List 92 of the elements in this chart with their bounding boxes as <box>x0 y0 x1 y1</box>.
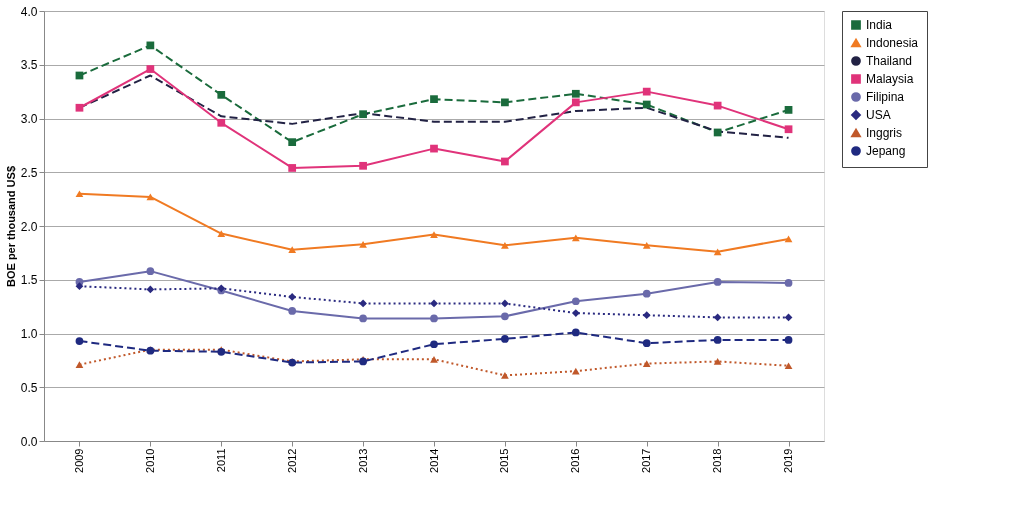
point <box>571 234 580 242</box>
point <box>642 100 651 109</box>
point <box>501 372 509 379</box>
x-tick-label: 2016 <box>569 448 582 473</box>
point <box>713 336 722 344</box>
point <box>784 125 793 134</box>
point <box>501 98 509 107</box>
point <box>713 313 722 322</box>
y-tick-label: 3.5 <box>20 58 38 73</box>
x-tick-label: 2018 <box>711 448 724 473</box>
y-tick-label: 2.0 <box>20 219 38 234</box>
point <box>642 242 651 249</box>
point <box>217 90 226 99</box>
x-tick-label: 2014 <box>427 448 440 473</box>
point <box>784 362 793 370</box>
point <box>713 248 722 256</box>
point <box>784 279 793 287</box>
point <box>146 65 155 73</box>
y-tick-label: 0.5 <box>20 380 38 395</box>
x-tick-label: 2019 <box>782 448 795 473</box>
y-tick-label: 1.0 <box>20 327 38 341</box>
point <box>146 41 155 50</box>
y-tick-label: 4.0 <box>20 4 38 19</box>
point <box>359 299 367 308</box>
x-tick-label: 2011 <box>214 448 227 473</box>
x-tick-label: 2015 <box>498 448 511 473</box>
point <box>713 101 722 110</box>
x-tick-label: 2010 <box>143 448 156 473</box>
point <box>217 230 226 237</box>
point <box>430 299 438 308</box>
point <box>571 89 580 98</box>
point <box>642 289 651 298</box>
point <box>217 118 226 127</box>
point <box>501 157 509 166</box>
x-tick-label: 2012 <box>285 448 298 473</box>
point <box>75 361 84 369</box>
point <box>571 297 580 306</box>
y-tick-label: 1.5 <box>20 273 38 288</box>
point <box>430 340 438 349</box>
point <box>359 314 367 323</box>
point <box>784 235 793 243</box>
point <box>75 282 84 291</box>
point <box>784 336 793 344</box>
point <box>359 240 367 248</box>
point <box>784 106 793 114</box>
point <box>75 103 84 112</box>
point <box>288 138 297 147</box>
point <box>430 314 438 323</box>
legend-label: Jepang <box>866 144 906 158</box>
point <box>288 307 297 315</box>
point <box>146 285 155 294</box>
legend-label: Thailand <box>866 54 913 68</box>
y-tick-label: 2.5 <box>20 165 38 180</box>
y-tick-label: 3.0 <box>20 112 38 126</box>
point <box>642 339 651 348</box>
point <box>288 246 297 253</box>
point <box>501 242 509 249</box>
point <box>713 358 722 365</box>
point <box>501 299 509 308</box>
legend-label: India <box>866 18 893 32</box>
point <box>288 164 297 172</box>
point <box>501 312 509 321</box>
point <box>75 190 84 198</box>
point <box>642 87 651 96</box>
point <box>571 309 580 317</box>
legend-label: Filipina <box>866 90 905 104</box>
point <box>642 311 651 320</box>
point <box>146 267 155 276</box>
point <box>430 355 438 363</box>
point <box>430 95 438 104</box>
x-tick-label: 2009 <box>72 448 85 473</box>
legend-label: Inggris <box>866 126 903 140</box>
point <box>501 335 509 343</box>
point <box>75 337 84 345</box>
y-axis-title: BOE per thousand US$ <box>4 165 17 288</box>
point <box>359 161 367 170</box>
point <box>571 328 580 337</box>
point <box>713 278 722 286</box>
legend-label: Malaysia <box>866 72 914 86</box>
point <box>784 313 793 322</box>
point <box>430 231 438 238</box>
y-tick-label: 0.0 <box>20 434 38 449</box>
point <box>713 128 722 137</box>
legend-label: Indonesia <box>866 36 919 50</box>
point <box>359 110 367 119</box>
point <box>430 144 438 153</box>
point <box>571 98 580 107</box>
legend-label: USA <box>866 108 891 122</box>
point <box>642 360 651 367</box>
x-tick-label: 2013 <box>356 448 369 473</box>
point <box>288 293 297 301</box>
x-tick-label: 2017 <box>640 448 653 473</box>
